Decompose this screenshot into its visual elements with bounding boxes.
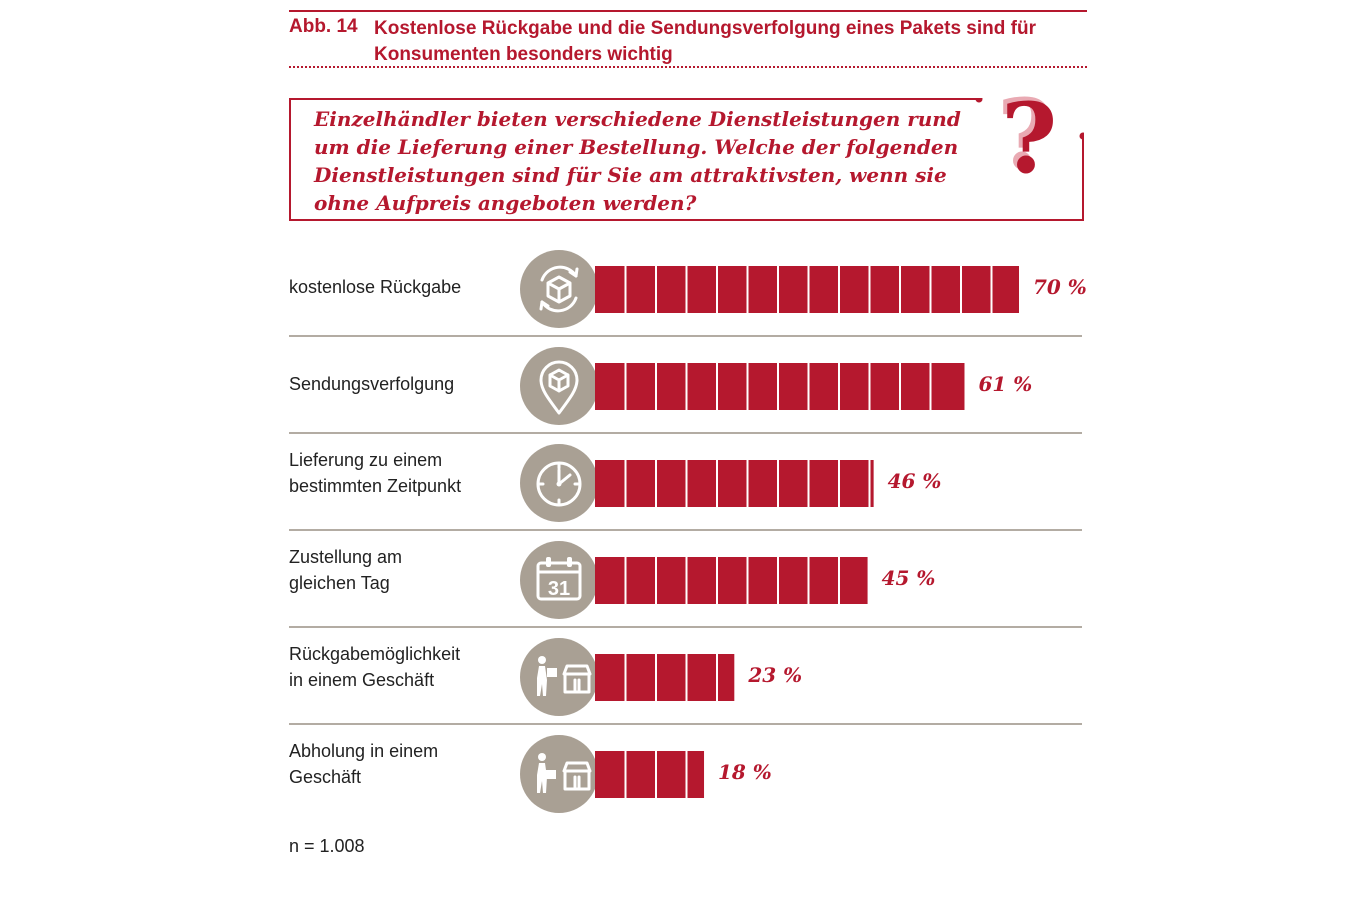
- question-mark-icon: ?: [1001, 82, 1058, 195]
- svg-text:31: 31: [548, 578, 570, 600]
- bar-rect: [595, 751, 705, 798]
- header-divider: [289, 66, 1087, 68]
- category-label: Abholung in einem Geschäft: [289, 741, 439, 787]
- sample-size-note: n = 1.008: [289, 836, 365, 856]
- chart-row: kostenlose Rückgabe 70 %: [289, 240, 1087, 337]
- question-text: Einzelhändler bieten verschiedene Dienst…: [314, 107, 961, 215]
- box-return-icon: [520, 250, 598, 328]
- chart-row: Sendungsverfolgung 61 %: [289, 337, 1082, 434]
- bar-rect: [595, 363, 965, 410]
- chart-row: Abholung in einem Geschäft 18 %: [289, 725, 1082, 821]
- figure-number: Abb. 14: [289, 16, 358, 37]
- category-label: Sendungsverfolgung: [289, 374, 455, 394]
- category-label: Rückgabemöglichkeit in einem Geschäft: [289, 644, 461, 690]
- category-label: Lieferung zu einem bestimmten Zeitpunkt: [289, 450, 462, 496]
- bar-18: [595, 751, 705, 798]
- person-from-store-icon: [520, 735, 598, 813]
- figure-header: Abb. 14 Kostenlose Rückgabe und die Send…: [289, 10, 1087, 65]
- row-separator: [289, 529, 1082, 531]
- bar-61: [595, 363, 965, 410]
- location-pin-box-icon: [520, 347, 598, 425]
- bar-rect: [595, 557, 868, 604]
- value-label: 70 %: [1033, 275, 1087, 299]
- row-separator: [289, 723, 1082, 725]
- category-label: kostenlose Rückgabe: [289, 277, 462, 297]
- calendar-31-icon: 31: [520, 541, 598, 619]
- row-separator: [289, 432, 1082, 434]
- bar-rect: [595, 266, 1019, 313]
- bar-rect: [595, 460, 874, 507]
- value-label: 45 %: [881, 566, 936, 590]
- bar-45: [595, 557, 868, 604]
- chart-row: Rückgabemöglichkeit in einem Geschäft 23 …: [289, 628, 1082, 725]
- figure-title: Kostenlose Rückgabe und die Sendungsverf…: [374, 18, 1036, 65]
- value-label: 18 %: [718, 760, 772, 784]
- question-frame: [289, 98, 1084, 221]
- value-label: 46 %: [887, 469, 942, 493]
- bar-46: [595, 460, 874, 507]
- question-box: Einzelhändler bieten verschiedene Dienst…: [289, 84, 1084, 221]
- bar-23: [595, 654, 735, 701]
- person-to-store-icon: [520, 638, 598, 716]
- row-separator: [289, 626, 1082, 628]
- chart-row: Zustellung am gleichen Tag 31 45 %: [289, 531, 1082, 628]
- clock-icon: [520, 444, 598, 522]
- value-label: 23 %: [748, 663, 803, 687]
- value-label: 61 %: [978, 372, 1033, 396]
- chart-row: Lieferung zu einem bestimmten Zeitpunkt 4…: [289, 434, 1082, 531]
- category-label: Zustellung am gleichen Tag: [289, 547, 403, 593]
- bar-70: [595, 266, 1019, 313]
- row-separator: [289, 335, 1082, 337]
- bar-rect: [595, 654, 735, 701]
